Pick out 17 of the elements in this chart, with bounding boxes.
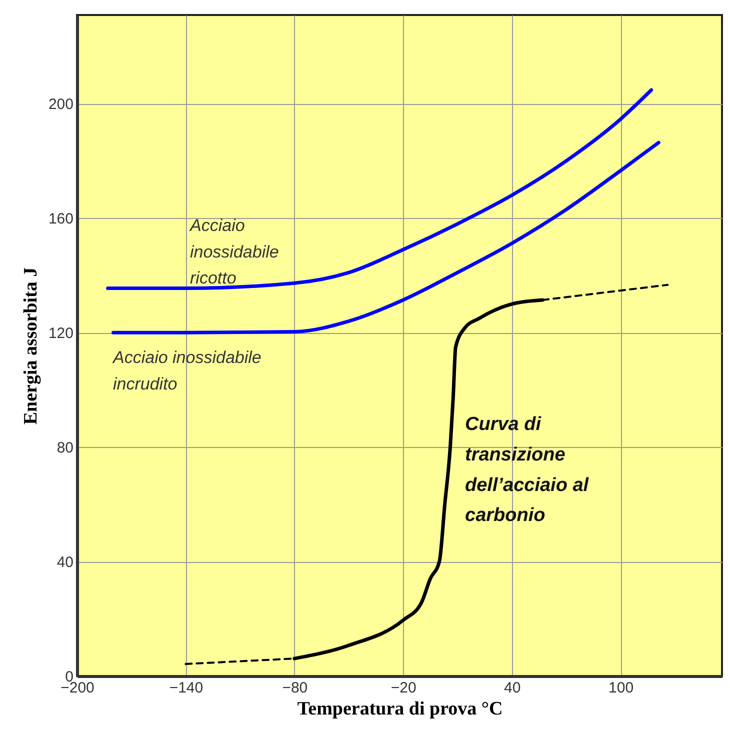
x-axis-title: Temperatura di prova °C [297,698,503,720]
line-series [111,140,660,334]
y-tick-label: 120 [48,325,74,342]
y-tick-label: 40 [56,554,74,572]
y-tick-label: 200 [48,96,74,114]
x-tick-label: −140 [169,680,204,696]
y-axis-title: Energia assorbita J [20,267,42,425]
series-label: Acciaio inossidabile ricotto [189,216,279,288]
series-label: Curva di transizione dell’acciaio al carbonio [465,414,590,526]
x-tick-label: −80 [282,680,308,696]
x-tick-label: 40 [504,680,521,696]
x-tick-label: 100 [608,680,634,696]
series-label: Acciaio inossidabile incrudito [112,348,262,394]
y-tick-label: 160 [48,210,74,228]
y-tick-label: 80 [56,440,74,457]
line-series [106,88,654,290]
x-tick-label: −20 [390,680,416,696]
